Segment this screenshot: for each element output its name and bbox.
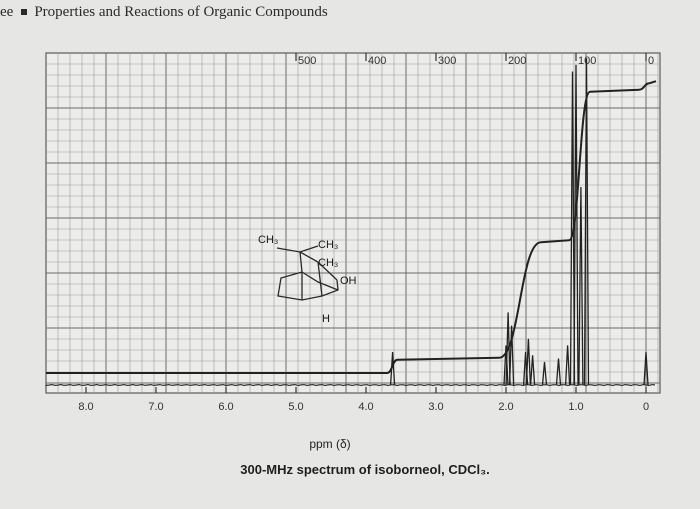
- hz-tick-label: 100: [578, 55, 596, 67]
- plot-frame: [45, 52, 661, 394]
- spectrum-peak: [643, 351, 649, 386]
- ppm-tick-label: 3.0: [428, 401, 443, 413]
- spectrum-peak: [573, 64, 579, 386]
- spectrum-peak: [508, 325, 515, 386]
- label-oh: OH: [340, 275, 357, 287]
- structure-bonds: [276, 245, 339, 301]
- page-header: ee Properties and Reactions of Organic Co…: [0, 4, 520, 26]
- header-prefix: ee: [0, 4, 14, 21]
- spectrum-peak: [541, 361, 548, 386]
- hz-tick-label: 0: [648, 55, 654, 67]
- hz-tick-label: 400: [368, 55, 386, 67]
- hz-tick-label: 200: [508, 55, 526, 67]
- isoborneol-structure: CH₃ CH₃ CH₃ OH H: [258, 234, 357, 325]
- ppm-tick-label: 5.0: [288, 401, 303, 413]
- hz-tick-label: 300: [438, 55, 456, 67]
- spectrum-peak: [529, 355, 536, 386]
- bullet-icon: [21, 8, 28, 15]
- page-title: Properties and Reactions of Organic Comp…: [34, 4, 328, 21]
- hz-tick-label: 500: [298, 55, 316, 67]
- spectrum-peak: [569, 71, 576, 386]
- label-ch3-middle: CH₃: [318, 257, 338, 269]
- spectrum-peak: [583, 58, 590, 386]
- peak-layer: [389, 58, 649, 386]
- spectrum-peak: [578, 186, 584, 386]
- chart-caption: 300-MHz spectrum of isoborneol, CDCl₃.: [240, 462, 490, 477]
- ppm-tick-label: 4.0: [358, 401, 373, 413]
- spectrum-peak: [505, 312, 511, 386]
- label-ch3-top: CH₃: [318, 239, 338, 251]
- tick-layer: 8.0 7.0 6.0 5.0 4.0 3.0 2.0 1.0 0 500 400 300 200 100…: [78, 53, 654, 413]
- label-ch3-left: CH₃: [258, 234, 278, 246]
- integral-trace: [46, 80, 657, 374]
- ppm-tick-label: 7.0: [148, 401, 163, 413]
- ppm-tick-label: 6.0: [218, 401, 233, 413]
- spectrum-peak: [503, 345, 509, 386]
- baseline-trace: [45, 383, 656, 387]
- label-h: H: [322, 313, 330, 325]
- ppm-tick-label: 1.0: [568, 401, 583, 413]
- ppm-tick-label: 8.0: [78, 401, 93, 413]
- ppm-tick-label: 0: [643, 401, 649, 413]
- spectrum-peak: [389, 351, 396, 386]
- spectrum-peak: [564, 345, 571, 386]
- x-axis-label: ppm (δ): [309, 437, 351, 451]
- spectrum-peak: [555, 358, 562, 386]
- spectrum-peak: [525, 338, 532, 386]
- ppm-tick-label: 2.0: [498, 401, 513, 413]
